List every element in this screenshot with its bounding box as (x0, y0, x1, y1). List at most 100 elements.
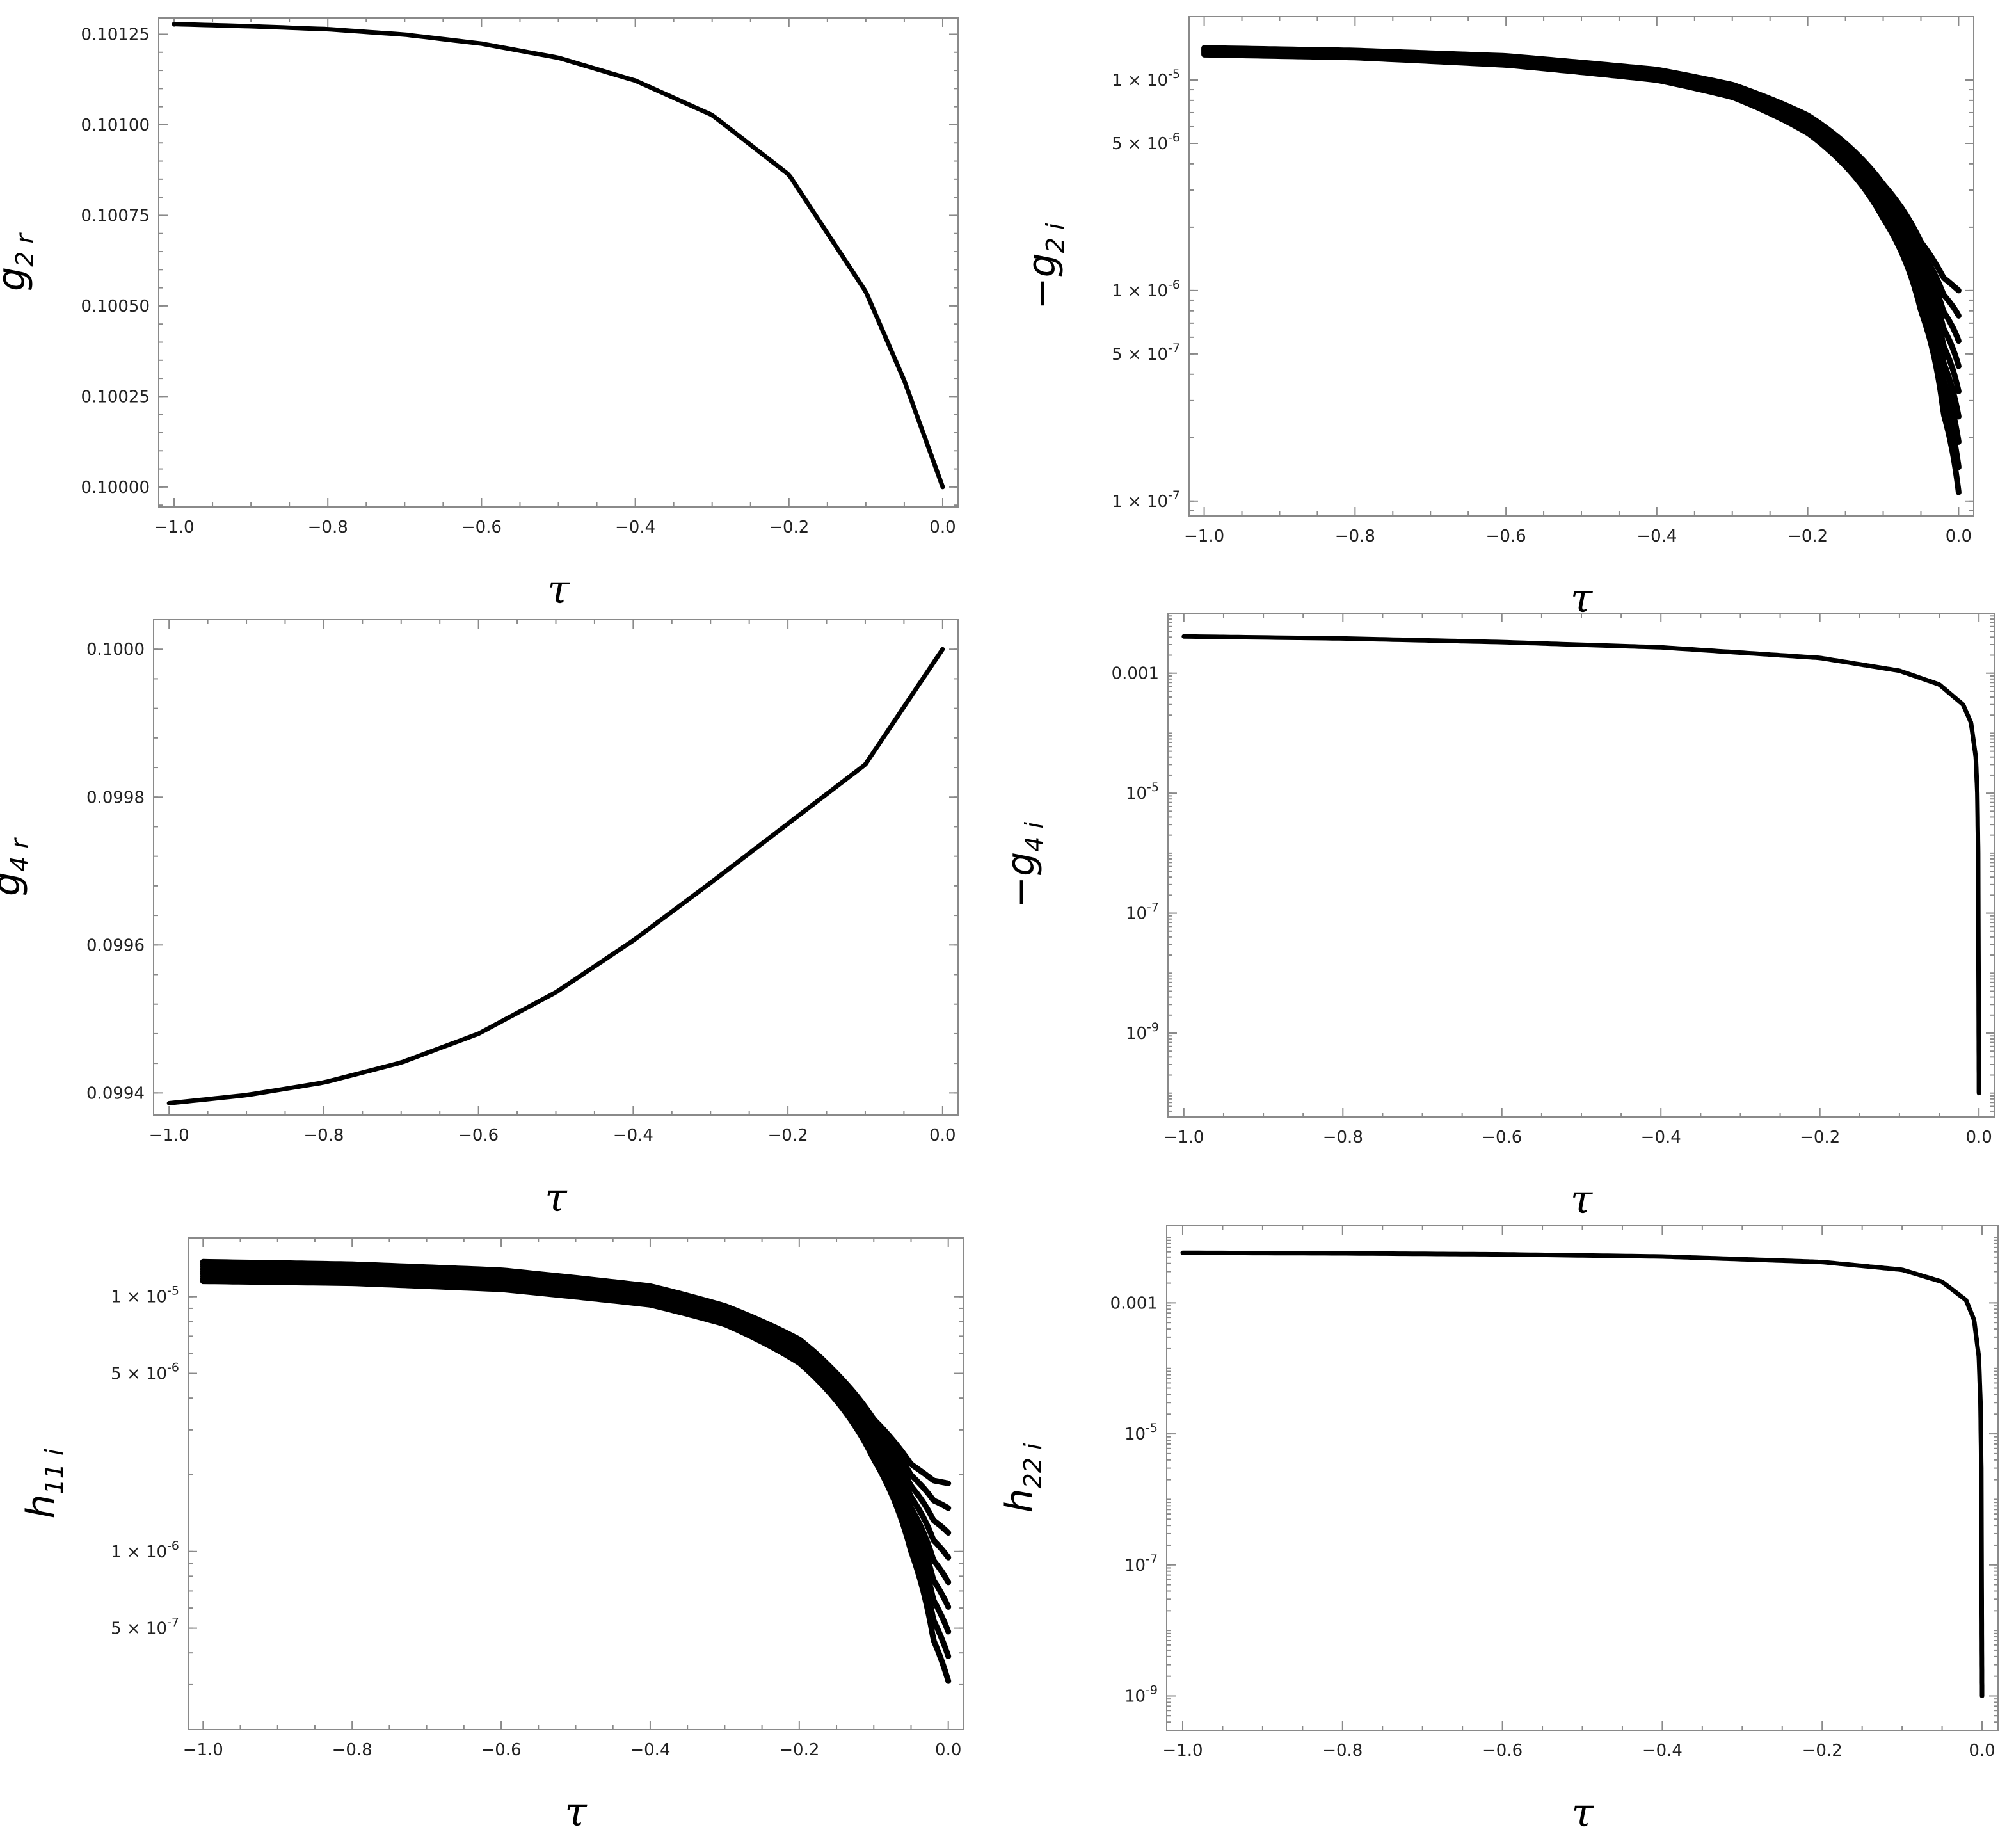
x-tick-label: 0.0 (935, 1740, 961, 1760)
y-tick-label: 10-9 (1124, 1683, 1158, 1706)
x-axis-label: τ (1571, 1176, 1594, 1223)
x-tick-label: −0.6 (1486, 527, 1526, 546)
x-axis-label: τ (547, 566, 570, 613)
y-tick-label: 0.0996 (86, 936, 145, 955)
x-tick-label: −0.8 (303, 1126, 344, 1145)
series-line (200, 1271, 952, 1610)
panel-g4i: −1.0 −0.8 −0.6 −0.4 −0.2 0.0 0.001 10-5 10-7 10-9… (998, 613, 1995, 1223)
series-line (1201, 48, 1962, 394)
panel-h22i: −1.0 −0.8 −0.6 −0.4 −0.2 0.0 0.001 10-5 10-7 10-9… (997, 1225, 1999, 1836)
plot-frame (1188, 16, 1974, 517)
x-tick-label: −0.4 (1642, 1741, 1683, 1760)
plot-frame (158, 17, 959, 508)
y-tick-label: 0.001 (1112, 664, 1159, 684)
y-axis-label: −g2 i (1019, 223, 1069, 310)
x-tick-label: −0.2 (779, 1740, 819, 1760)
series-line (1201, 47, 1962, 369)
x-tick-label: 0.0 (929, 1126, 956, 1145)
series-line (200, 1273, 952, 1635)
series-line (1201, 49, 1962, 420)
x-tick-label: −0.6 (461, 518, 502, 537)
series-line (1181, 634, 1981, 1096)
series-line (1201, 47, 1962, 344)
panel-g4r: −1.0 −0.8 −0.6 −0.4 −0.2 0.0 0.0994 0.0996 0.099… (0, 619, 959, 1221)
y-axis-label: −g4 i (998, 821, 1048, 908)
x-tick-label: −0.6 (1482, 1128, 1522, 1147)
x-tick-label: −0.6 (1482, 1741, 1523, 1760)
x-tick-label: −0.6 (458, 1126, 499, 1145)
y-tick-label: 10-5 (1124, 1421, 1158, 1444)
x-tick-label: −1.0 (149, 1126, 189, 1145)
y-tick-label: 10-9 (1126, 1020, 1159, 1043)
x-tick-label: −0.2 (1800, 1128, 1840, 1147)
plot-frame (1166, 1225, 1999, 1731)
y-tick-label: 1 × 10-5 (111, 1284, 179, 1307)
x-tick-label: 0.0 (1946, 527, 1972, 546)
y-tick-label: 0.10125 (81, 25, 150, 44)
x-tick-label: −0.4 (1636, 527, 1677, 546)
x-tick-label: −1.0 (1162, 1741, 1203, 1760)
x-tick-label: −0.8 (308, 518, 348, 537)
y-tick-label: 1 × 10-6 (111, 1539, 179, 1562)
x-tick-label: −1.0 (154, 518, 194, 537)
series-line (166, 647, 945, 1105)
x-tick-label: −1.0 (1184, 527, 1224, 546)
series-line (1201, 51, 1962, 495)
y-tick-label: 1 × 10-5 (1112, 67, 1180, 90)
y-axis-label: h22 i (997, 1443, 1047, 1513)
x-tick-label: −0.8 (1335, 527, 1375, 546)
y-tick-label: 5 × 10-6 (1112, 131, 1180, 154)
x-tick-label: −0.2 (1802, 1741, 1843, 1760)
y-tick-label: 5 × 10-7 (111, 1616, 179, 1639)
y-tick-label: 1 × 10-6 (1112, 278, 1180, 301)
y-tick-label: 0.0998 (86, 788, 145, 807)
plot-frame (153, 619, 959, 1116)
y-tick-label: 0.0994 (86, 1084, 145, 1103)
series-line (1201, 45, 1962, 319)
series-line (1201, 51, 1962, 470)
panel-h11i: −1.0 −0.8 −0.6 −0.4 −0.2 0.0 5 × 10-7 1 × 10-6 5… (19, 1237, 964, 1835)
x-tick-label: −0.4 (613, 1126, 653, 1145)
y-axis-label: g4 r (0, 837, 34, 896)
x-tick-label: −1.0 (183, 1740, 223, 1760)
x-tick-label: −0.2 (769, 518, 809, 537)
series-line (200, 1276, 952, 1660)
x-tick-label: −0.4 (1641, 1128, 1681, 1147)
y-tick-label: 0.10075 (81, 206, 150, 225)
x-axis-label: τ (545, 1174, 568, 1221)
x-tick-label: −0.2 (768, 1126, 808, 1145)
y-tick-label: 5 × 10-7 (1112, 341, 1180, 364)
y-tick-label: 5 × 10-6 (111, 1361, 179, 1384)
y-tick-label: 0.1000 (86, 640, 145, 659)
series-line (200, 1266, 952, 1561)
y-tick-label: 0.10050 (81, 297, 150, 316)
plot-frame (1167, 613, 1995, 1118)
panel-g2r: −1.0 −0.8 −0.6 −0.4 −0.2 0.0 0.10000 0.10025 0.1… (0, 17, 959, 613)
y-tick-label: 1 × 10-7 (1112, 488, 1180, 511)
plot-frame (188, 1237, 964, 1730)
x-tick-label: −1.0 (1163, 1128, 1204, 1147)
x-tick-label: −0.4 (630, 1740, 670, 1760)
y-tick-label: 0.10100 (81, 116, 150, 135)
x-tick-label: −0.8 (1322, 1741, 1363, 1760)
y-axis-label: g2 r (0, 232, 39, 291)
series-line (200, 1268, 952, 1586)
x-tick-label: 0.0 (1969, 1741, 1995, 1760)
y-tick-label: 0.10000 (81, 478, 150, 497)
x-tick-label: −0.8 (332, 1740, 372, 1760)
series-line (172, 22, 945, 490)
y-tick-label: 10-7 (1126, 901, 1159, 924)
y-axis-label: h11 i (19, 1449, 68, 1518)
y-tick-label: 0.001 (1110, 1294, 1158, 1313)
y-tick-label: 10-5 (1126, 780, 1159, 803)
series-line (1201, 50, 1962, 445)
x-tick-label: 0.0 (1965, 1128, 1992, 1147)
series-line (1180, 1250, 1985, 1698)
x-tick-label: −0.4 (615, 518, 655, 537)
x-axis-label: τ (1571, 1789, 1594, 1836)
x-tick-label: −0.8 (1323, 1128, 1363, 1147)
x-tick-label: 0.0 (929, 518, 956, 537)
panel-g2i: −1.0 −0.8 −0.6 −0.4 −0.2 0.0 1 × 10-7 5 × 10-7 1… (1019, 16, 1974, 622)
x-tick-label: −0.6 (481, 1740, 521, 1760)
